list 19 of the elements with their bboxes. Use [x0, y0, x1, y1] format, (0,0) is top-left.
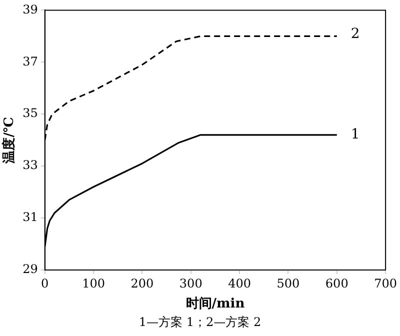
- y-tick-label: 31: [22, 210, 38, 224]
- x-tick-label: 600: [325, 276, 348, 290]
- x-tick-label: 0: [41, 276, 49, 290]
- x-tick-label: 300: [179, 276, 202, 290]
- series-label: 2: [350, 26, 360, 42]
- x-tick-label: 500: [276, 276, 300, 290]
- y-tick-label: 29: [22, 262, 38, 276]
- series-label: 1: [350, 126, 360, 143]
- x-tick-label: 700: [374, 276, 397, 290]
- y-tick-label: 35: [22, 106, 38, 120]
- x-tick-label: 400: [228, 276, 251, 290]
- x-tick-label: 200: [130, 276, 154, 290]
- text: 1—方案 1；2—方案 2: [138, 314, 262, 331]
- y-tick-label: 37: [22, 54, 38, 68]
- y-axis-title: 温度/℃: [1, 116, 18, 164]
- x-axis-title: 时间/min: [186, 296, 246, 312]
- y-tick-label: 39: [22, 2, 38, 16]
- x-tick-label: 100: [82, 276, 105, 290]
- y-tick-label: 33: [22, 158, 38, 172]
